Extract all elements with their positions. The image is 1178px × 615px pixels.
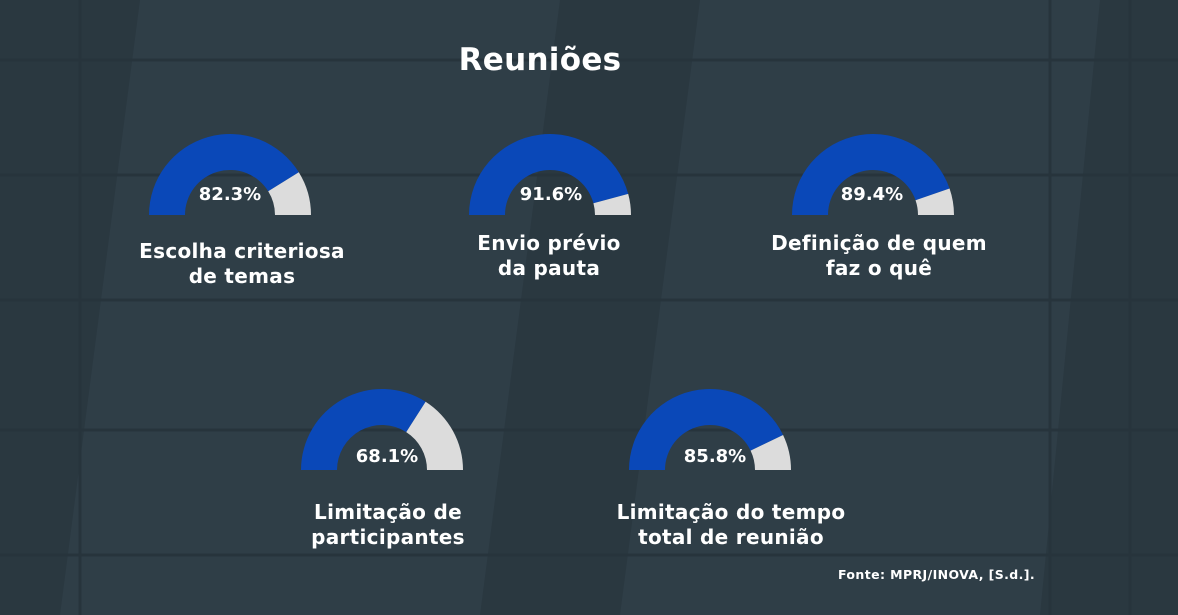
gauge-label-line: Envio prévio [477,231,621,255]
gauge-remaining-arc [593,193,631,215]
gauge-label-line: participantes [311,525,465,549]
gauge-value-label: 68.1% [356,446,418,467]
gauge-label-envio-previo: Envio prévio da pauta [389,231,709,281]
gauge-1: 91.6% [469,134,631,215]
chart-title: Reuniões [458,42,622,78]
gauge-label-limitacao-de-participantes: Limitação de participantes [228,500,548,550]
gauge-label-line: Definição de quem [771,231,987,255]
gauge-filled-arc [149,133,299,215]
gauge-value-label: 91.6% [520,184,582,205]
gauge-label-line: Escolha criteriosa [139,239,345,263]
gauge-remaining-arc [915,188,954,215]
gauge-filled-arc [469,134,629,215]
gauge-filled-arc [629,389,784,470]
gauge-label-escolha-criteriosa: Escolha criteriosa de temas [82,239,402,289]
gauge-label-definicao-de-quem: Definição de quem faz o quê [719,231,1039,281]
gauge-remaining-arc [750,435,791,470]
gauge-remaining-arc [268,172,311,215]
gauge-label-line: faz o quê [825,256,933,280]
gauge-value-label: 89.4% [841,184,903,205]
source-note: Fonte: MPRJ/INOVA, [S.d.]. [838,567,1036,582]
gauge-3: 68.1% [301,389,463,470]
gauge-0: 82.3% [149,133,311,215]
gauge-label-line: total de reunião [638,525,824,549]
gauge-label-limitacao-do-tempo: Limitação do tempo total de reunião [571,500,891,550]
gauge-4: 85.8% [629,389,791,470]
gauge-remaining-arc [406,401,463,470]
gauge-label-line: da pauta [497,256,601,280]
gauge-label-line: Limitação de [314,500,462,524]
gauge-label-line: de temas [188,264,296,288]
gauge-value-label: 85.8% [684,446,746,467]
gauge-value-label: 82.3% [199,184,261,205]
gauge-2: 89.4% [792,133,954,215]
gauge-filled-arc [792,133,950,215]
gauge-filled-arc [301,389,426,470]
gauge-label-line: Limitação do tempo [616,500,846,524]
